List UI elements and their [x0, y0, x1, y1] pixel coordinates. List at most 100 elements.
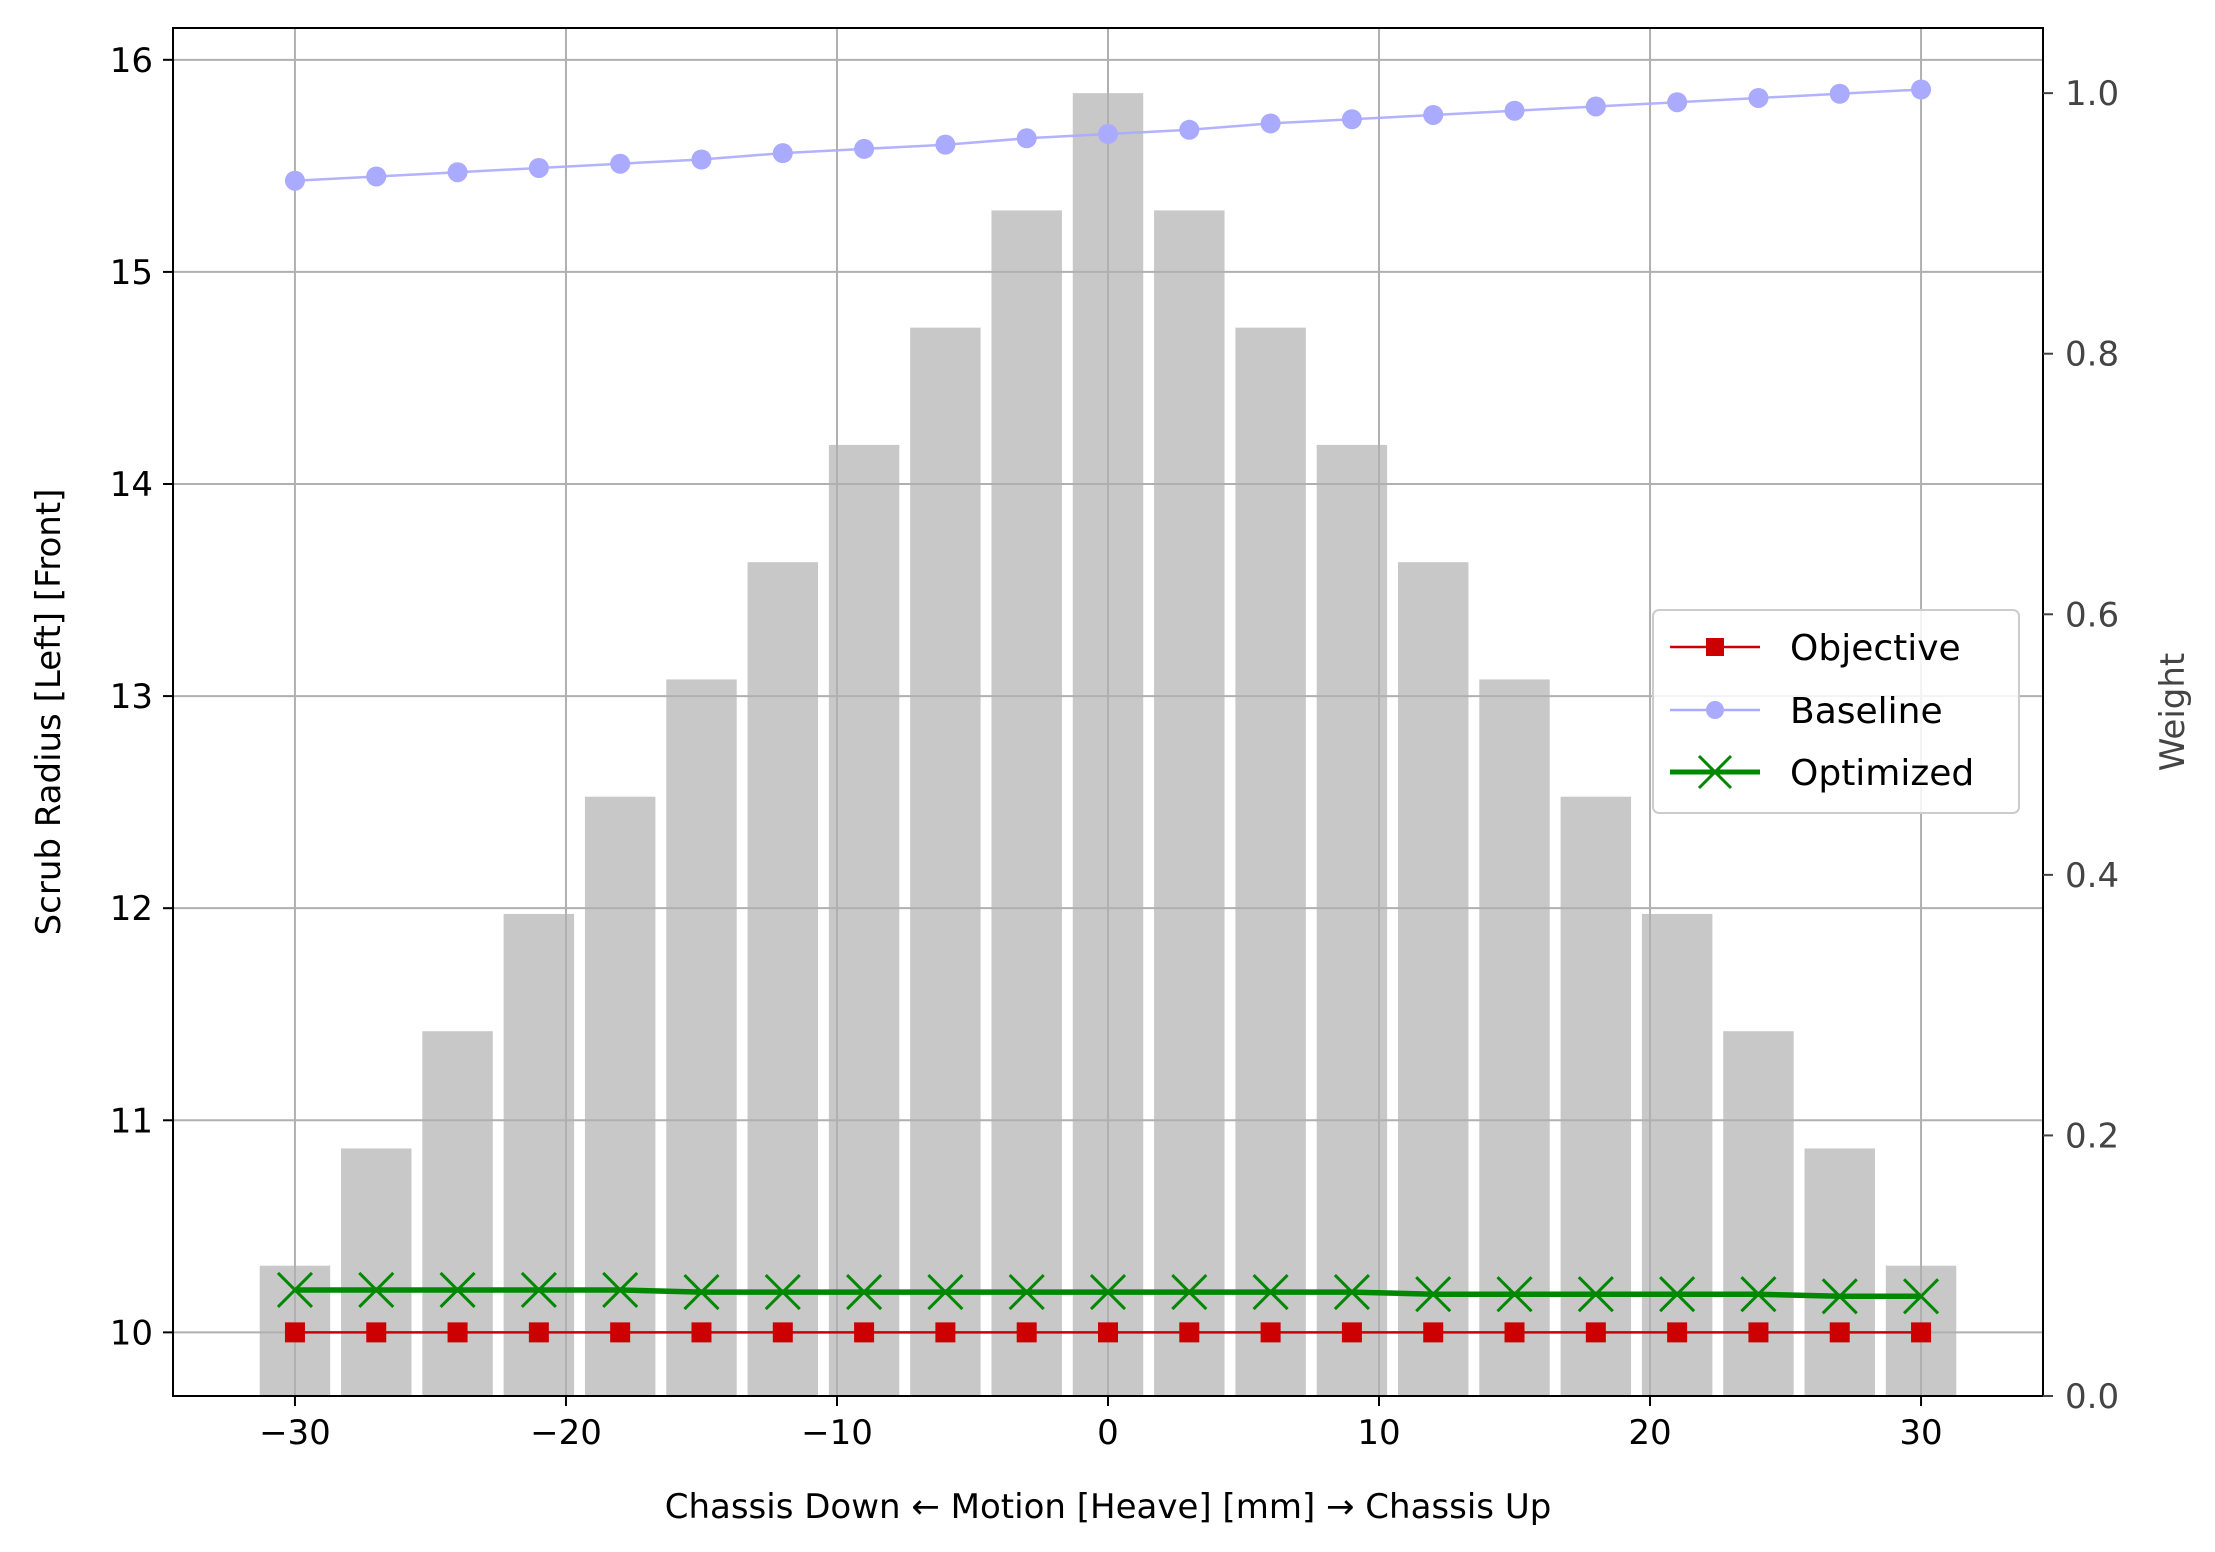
data-point-objective: [1260, 1322, 1281, 1343]
data-point-optimized: [683, 1274, 720, 1311]
weight-bar: [1235, 327, 1306, 1397]
legend-entry-optimized: Optimized: [1670, 753, 1974, 794]
y-tick-label: 14: [110, 465, 153, 505]
data-point-objective: [1016, 1322, 1037, 1343]
data-point-baseline: [284, 170, 305, 191]
data-point-optimized: [1740, 1276, 1777, 1313]
x-tick-label: −20: [530, 1413, 602, 1453]
legend-entry-objective: Objective: [1670, 628, 1961, 669]
legend: Objective Baseline Optimized: [1652, 609, 2020, 814]
data-point-optimized: [520, 1271, 557, 1309]
data-point-baseline: [1341, 109, 1362, 130]
weight-bars: [259, 93, 1957, 1397]
data-point-baseline: [447, 162, 468, 183]
data-point-optimized: [846, 1274, 883, 1311]
x-tick-label: −10: [801, 1413, 873, 1453]
y2-tick-label: 0.6: [2065, 595, 2119, 635]
x-axis-title: Chassis Down ← Motion [Heave] [mm] → Cha…: [665, 1487, 1552, 1527]
x-tick-label: 20: [1628, 1413, 1671, 1453]
weight-bar: [1316, 444, 1388, 1396]
data-point-optimized: [927, 1274, 964, 1311]
data-point-optimized: [1415, 1276, 1452, 1313]
legend-label-optimized: Optimized: [1790, 753, 1974, 794]
data-point-objective: [1098, 1322, 1118, 1343]
data-point-optimized: [1577, 1276, 1614, 1313]
data-point-optimized: [1252, 1274, 1289, 1311]
weight-bar: [828, 444, 900, 1396]
data-point-objective: [691, 1322, 712, 1343]
data-point-baseline: [1911, 79, 1932, 100]
data-point-objective: [1585, 1322, 1606, 1343]
legend-circle-marker: [1706, 701, 1724, 719]
series-lines: [276, 79, 1940, 1343]
data-point-baseline: [1748, 87, 1769, 108]
data-point-optimized: [602, 1271, 639, 1309]
data-point-objective: [1829, 1322, 1850, 1343]
data-point-objective: [610, 1322, 631, 1343]
data-point-optimized: [439, 1271, 476, 1309]
data-point-baseline: [1667, 92, 1688, 113]
data-point-baseline: [935, 134, 956, 155]
y2-axis-title: Weight: [2153, 653, 2193, 771]
data-point-objective: [1911, 1322, 1932, 1343]
weight-bar: [1641, 913, 1713, 1396]
data-point-objective: [1667, 1322, 1688, 1343]
data-point-baseline: [854, 138, 875, 159]
data-point-objective: [447, 1322, 468, 1343]
data-point-optimized: [1659, 1276, 1696, 1313]
data-point-baseline: [772, 143, 793, 164]
legend-label-baseline: Baseline: [1790, 691, 1943, 732]
y-axis-ticks: 10 11 12 13 14 15 16: [110, 41, 173, 1353]
data-point-optimized: [1171, 1274, 1208, 1311]
legend-box: [1652, 609, 2020, 814]
legend-x-marker: [1697, 754, 1733, 790]
x-tick-label: 30: [1899, 1413, 1942, 1453]
y2-axis-ticks: 0.0 0.2 0.4 0.6 0.8 1.0: [2043, 74, 2119, 1417]
data-point-baseline: [1423, 104, 1444, 125]
y2-tick-label: 0.4: [2065, 856, 2119, 896]
data-point-baseline: [528, 157, 549, 178]
data-point-baseline: [1504, 100, 1525, 121]
data-point-baseline: [1829, 83, 1850, 104]
y-tick-label: 10: [110, 1313, 153, 1353]
data-point-optimized: [276, 1271, 314, 1309]
legend-label-objective: Objective: [1790, 628, 1961, 669]
x-tick-label: 0: [1097, 1413, 1119, 1453]
data-point-objective: [935, 1322, 956, 1343]
weight-bar: [910, 327, 981, 1397]
data-point-optimized: [1333, 1274, 1370, 1311]
x-tick-label: 10: [1357, 1413, 1400, 1453]
y2-tick-label: 0.8: [2065, 335, 2119, 375]
weight-bar: [1560, 796, 1632, 1396]
data-point-baseline: [1016, 128, 1037, 149]
weight-bar: [1154, 210, 1225, 1396]
data-point-optimized: [1821, 1278, 1858, 1315]
data-point-baseline: [1585, 96, 1606, 117]
data-point-baseline: [1179, 119, 1200, 140]
data-point-objective: [1179, 1322, 1200, 1343]
y-tick-label: 15: [110, 253, 153, 293]
y2-tick-label: 1.0: [2065, 74, 2119, 114]
legend-entry-baseline: Baseline: [1670, 691, 1943, 732]
weight-bar: [1479, 679, 1550, 1396]
data-point-objective: [1423, 1322, 1444, 1343]
data-point-objective: [1341, 1322, 1362, 1343]
y2-tick-label: 0.2: [2065, 1116, 2119, 1156]
data-point-baseline: [610, 153, 631, 174]
data-point-objective: [366, 1322, 387, 1343]
data-point-objective: [1748, 1322, 1769, 1343]
data-point-optimized: [1902, 1278, 1940, 1315]
data-point-baseline: [1260, 113, 1281, 134]
weight-bar: [991, 210, 1062, 1396]
x-tick-label: −30: [259, 1413, 331, 1453]
y-axis-title: Scrub Radius [Left] [Front]: [29, 489, 69, 936]
data-point-objective: [1504, 1322, 1525, 1343]
data-point-objective: [854, 1322, 875, 1343]
y2-tick-label: 0.0: [2065, 1377, 2119, 1417]
data-point-baseline: [1098, 124, 1118, 145]
data-point-optimized: [358, 1271, 395, 1309]
data-point-baseline: [366, 166, 387, 187]
y-tick-label: 16: [110, 41, 153, 81]
weight-bar: [341, 1148, 412, 1396]
